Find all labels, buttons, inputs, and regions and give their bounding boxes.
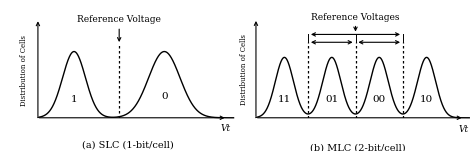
Text: 0: 0	[161, 92, 168, 101]
Text: 11: 11	[278, 95, 291, 104]
Text: (b) MLC (2-bit/cell): (b) MLC (2-bit/cell)	[310, 143, 406, 151]
Text: 1: 1	[71, 95, 77, 104]
Text: 01: 01	[325, 95, 338, 104]
Text: 10: 10	[420, 95, 433, 104]
Text: (a) SLC (1-bit/cell): (a) SLC (1-bit/cell)	[82, 141, 174, 150]
Text: Distribution of Cells: Distribution of Cells	[240, 34, 247, 105]
Text: Reference Voltage: Reference Voltage	[77, 15, 161, 24]
Text: Vt: Vt	[458, 125, 468, 134]
Text: 00: 00	[373, 95, 386, 104]
Text: Vt: Vt	[221, 124, 231, 133]
Text: Distribution of Cells: Distribution of Cells	[20, 35, 28, 106]
Text: Reference Voltages: Reference Voltages	[311, 13, 400, 22]
